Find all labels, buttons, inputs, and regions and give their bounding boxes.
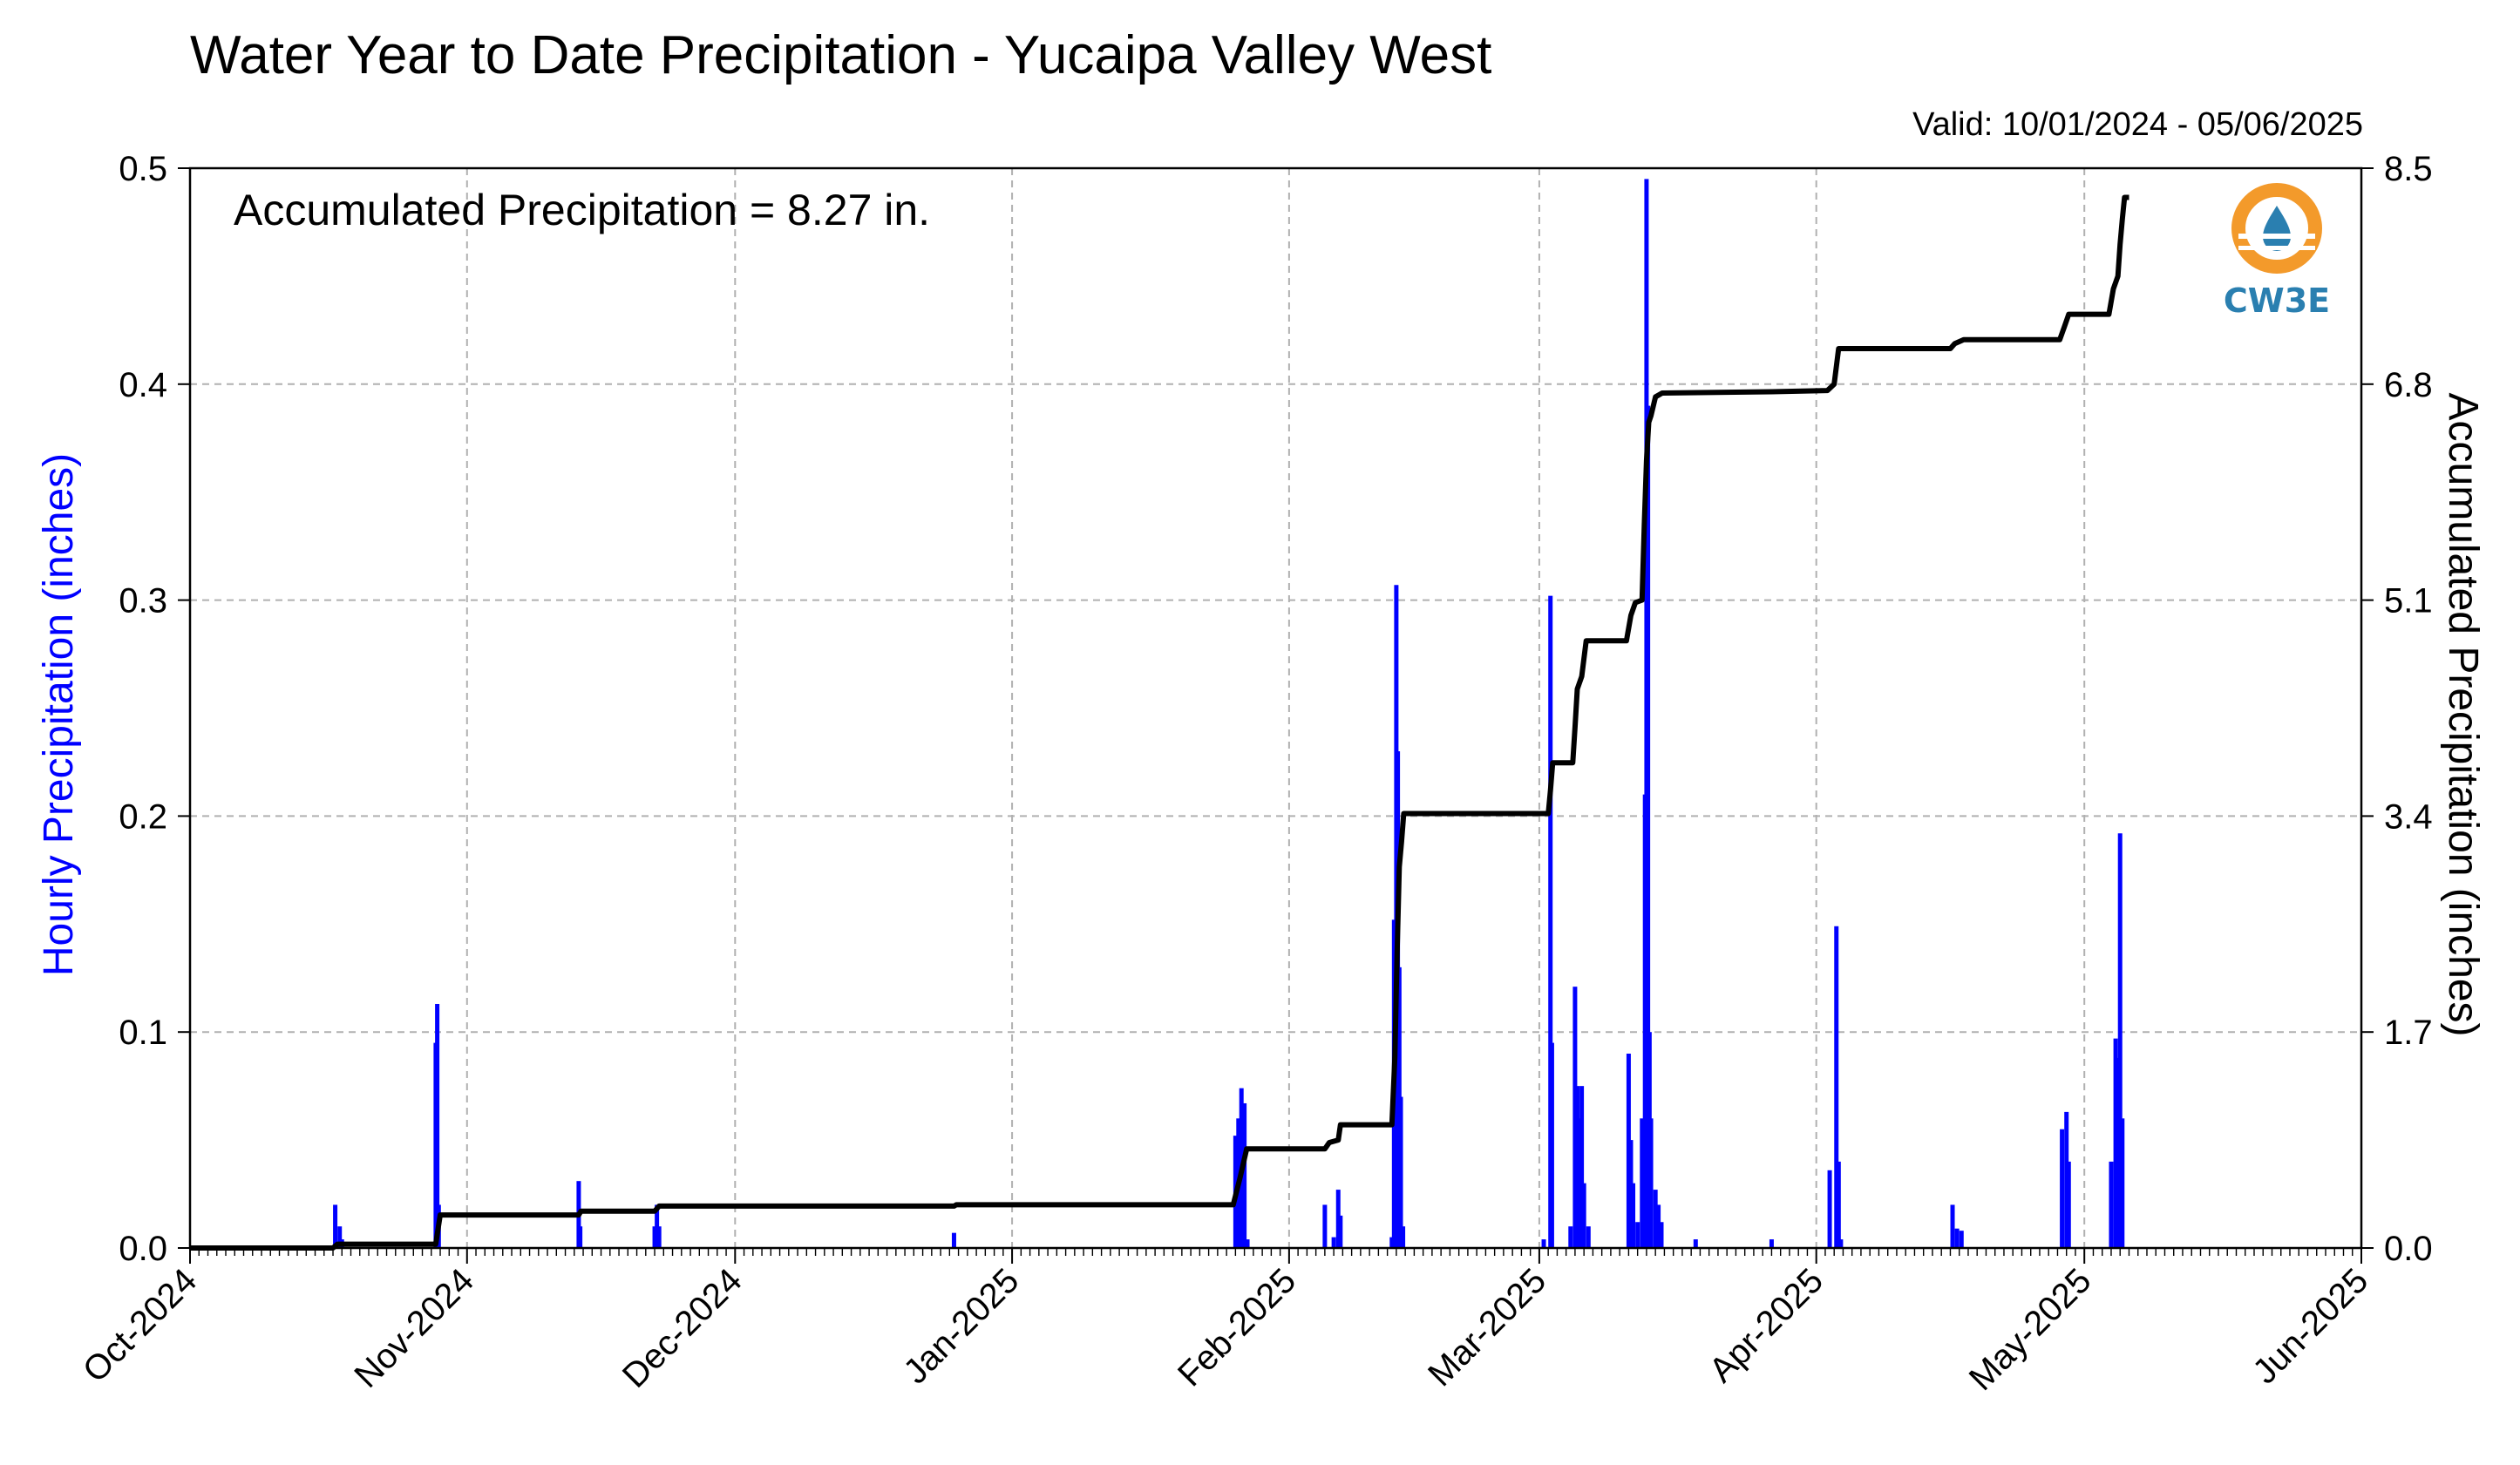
hourly-bar	[2066, 1161, 2071, 1248]
hourly-bar	[1838, 1239, 1844, 1248]
y-left-tick-label: 0.2	[119, 797, 167, 836]
accumulated-line	[190, 194, 2129, 1251]
x-tick-label: Oct-2024	[76, 1261, 204, 1389]
hourly-bar	[1581, 1183, 1586, 1248]
hourly-bar	[2113, 1038, 2118, 1248]
tick-labels: 0.0 0.0 0.1 1.7 0.2 3.4 0.3 5.1 0.4 6.8 0.5 8.5 Oct-…	[76, 150, 2433, 1398]
y-left-tick-label: 0.3	[119, 582, 167, 621]
x-tick-label: Mar-2025	[1421, 1261, 1553, 1394]
hourly-bar	[1653, 1190, 1658, 1248]
cw3e-logo: CW3E	[2224, 183, 2330, 320]
x-tick-label: Apr-2025	[1702, 1261, 1831, 1389]
logo-drop-icon	[2263, 206, 2291, 251]
hourly-bar	[1769, 1239, 1774, 1248]
hourly-bar	[1646, 405, 1651, 1249]
valid-date-range: Valid: 10/01/2024 - 05/06/2025	[1912, 106, 2363, 143]
hourly-bar	[1656, 1204, 1661, 1248]
hourly-bar	[1335, 1190, 1341, 1248]
hourly-bar	[1640, 1118, 1645, 1248]
hourly-bar	[2064, 1111, 2069, 1248]
hourly-bars	[333, 179, 2125, 1249]
hourly-bar	[1398, 1096, 1403, 1248]
hourly-bar	[578, 1226, 583, 1248]
hourly-bar	[1548, 595, 1553, 1248]
x-tick-label: Nov-2024	[347, 1261, 481, 1395]
logo-wave-2	[2238, 246, 2315, 250]
hourly-bar	[2117, 833, 2123, 1248]
hourly-bar	[1389, 1237, 1395, 1248]
plot-frame	[188, 166, 2363, 1250]
hourly-bar	[1568, 1226, 1573, 1248]
hourly-bar	[1574, 1086, 1579, 1248]
hourly-bar	[2120, 1118, 2125, 1248]
hourly-bar	[1579, 1086, 1585, 1248]
hourly-bar	[1626, 1053, 1631, 1248]
hourly-bar	[951, 1232, 956, 1248]
hourly-bar	[1834, 926, 1839, 1248]
hourly-bar	[1827, 1170, 1832, 1248]
hourly-bar	[1635, 1222, 1640, 1248]
y-right-tick-label: 5.1	[2384, 582, 2433, 621]
logo-text: CW3E	[2224, 281, 2330, 320]
hourly-bar	[1631, 1183, 1636, 1248]
hourly-bar	[1401, 1226, 1406, 1248]
hourly-bar	[1322, 1204, 1328, 1248]
x-tick-label: Jan-2025	[896, 1261, 1026, 1391]
chart-title: Water Year to Date Precipitation - Yucai…	[190, 25, 1492, 85]
axis-ticks	[178, 167, 2374, 1264]
hourly-bar	[1586, 1226, 1591, 1248]
hourly-bar	[655, 1204, 660, 1248]
x-tick-label: Feb-2025	[1171, 1261, 1303, 1394]
grid-lines	[190, 168, 2361, 1248]
hourly-bar	[337, 1226, 343, 1248]
plot-border	[188, 166, 2363, 1250]
y-axis-right-label: Accumulated Precipitation (inches)	[2440, 392, 2486, 1036]
hourly-bar	[1954, 1228, 1960, 1248]
y-left-tick-label: 0.0	[119, 1230, 167, 1268]
hourly-bar	[435, 1003, 440, 1248]
y-right-tick-label: 3.4	[2384, 797, 2433, 836]
x-tick-label: Dec-2024	[615, 1261, 750, 1395]
hourly-bar	[1245, 1239, 1250, 1248]
hourly-bar	[1541, 1239, 1546, 1248]
hourly-bar	[1577, 1118, 1582, 1248]
hourly-bar	[1836, 1161, 1841, 1248]
y-left-tick-label: 0.1	[119, 1014, 167, 1052]
y-right-tick-label: 0.0	[2384, 1230, 2433, 1268]
y-axis-left-label: Hourly Precipitation (inches)	[36, 453, 82, 976]
y-right-tick-label: 6.8	[2384, 366, 2433, 404]
hourly-bar	[1572, 987, 1578, 1248]
y-right-tick-label: 1.7	[2384, 1014, 2433, 1052]
accumulated-total-annotation: Accumulated Precipitation = 8.27 in.	[234, 186, 930, 234]
y-left-tick-label: 0.5	[119, 150, 167, 188]
hourly-bar	[2060, 1129, 2065, 1248]
x-tick-label: Jun-2025	[2245, 1261, 2375, 1391]
hourly-bar	[1338, 1215, 1343, 1248]
hourly-bar	[2116, 1057, 2121, 1248]
hourly-bar	[1242, 1102, 1247, 1248]
hourly-bar	[2109, 1161, 2114, 1248]
hourly-bar	[1628, 1140, 1634, 1248]
hourly-bar	[1693, 1239, 1698, 1248]
hourly-bar	[1549, 1042, 1554, 1248]
logo-wave-1	[2238, 234, 2315, 239]
y-left-tick-label: 0.4	[119, 366, 167, 404]
hourly-bar	[1648, 1118, 1654, 1248]
hourly-bar	[1950, 1204, 1955, 1248]
hourly-bar	[1659, 1222, 1664, 1248]
hourly-bar	[652, 1226, 657, 1248]
hourly-bar	[656, 1226, 662, 1248]
y-right-tick-label: 8.5	[2384, 150, 2433, 188]
hourly-bar	[333, 1204, 338, 1248]
hourly-bar	[1959, 1231, 1964, 1248]
hourly-bar	[1331, 1237, 1336, 1248]
logo-ring	[2231, 183, 2322, 274]
x-tick-label: May-2025	[1962, 1261, 2099, 1398]
accumulated-line-group	[190, 194, 2129, 1251]
